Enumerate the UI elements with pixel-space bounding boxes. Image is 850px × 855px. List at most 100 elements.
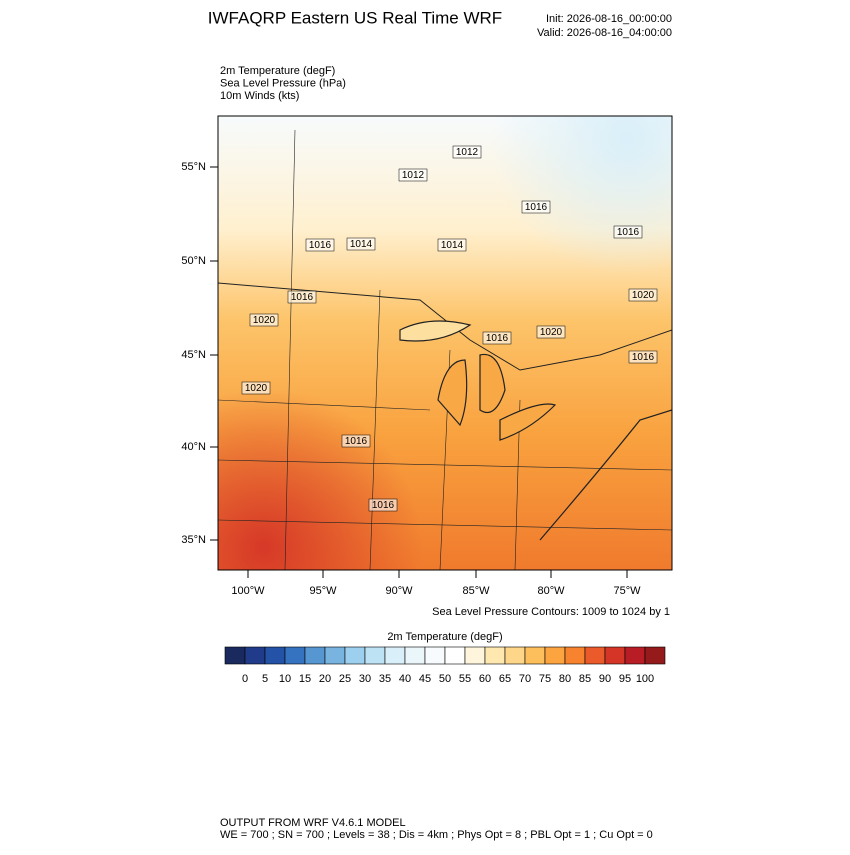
contour-label: 1016 (632, 352, 655, 363)
lon-label: 95°W (309, 585, 337, 597)
colorbar-label: 5 (262, 673, 268, 685)
contour-label-box (628, 350, 658, 364)
contour-label-box (249, 313, 279, 327)
contour-label: 1020 (245, 383, 268, 394)
colorbar-box (504, 646, 526, 665)
colorbar-title: 2m Temperature (degF) (387, 631, 502, 643)
contour-label-box (287, 290, 317, 304)
contour-label-box (341, 434, 371, 448)
title: IWFAQRP Eastern US Real Time WRF (208, 8, 502, 27)
contour-label: 1016 (372, 500, 395, 511)
contour-label: 1014 (350, 239, 373, 250)
colorbar-box (284, 646, 306, 665)
contour-label: 1020 (632, 290, 655, 301)
colorbar-label: 90 (599, 673, 611, 685)
colorbar-box (344, 646, 366, 665)
colorbar-label: 60 (479, 673, 491, 685)
field-name: 2m Temperature (degF) (220, 65, 335, 77)
colorbar-label: 35 (379, 673, 391, 685)
colorbar-box (224, 646, 246, 665)
lon-label: 100°W (231, 585, 265, 597)
colorbar-box (584, 646, 606, 665)
field-name: Sea Level Pressure (hPa) (220, 77, 346, 89)
colorbar-box (264, 646, 286, 665)
colorbar-label: 10 (279, 673, 291, 685)
colorbar-box (424, 646, 446, 665)
lon-label: 90°W (385, 585, 413, 597)
colorbar-box (564, 646, 586, 665)
contour-label: 1020 (253, 315, 276, 326)
lat-label: 55°N (181, 161, 206, 173)
contour-note: Sea Level Pressure Contours: 1009 to 102… (432, 606, 670, 618)
colorbar-label: 95 (619, 673, 631, 685)
colorbar-box (444, 646, 466, 665)
contour-label: 1016 (486, 333, 509, 344)
contour-label-box (368, 498, 398, 512)
colorbar-box (524, 646, 546, 665)
contour-label-box (452, 145, 482, 159)
lat-label: 40°N (181, 441, 206, 453)
colorbar-label: 85 (579, 673, 591, 685)
contour-label: 1014 (441, 240, 464, 251)
contour-label-box (241, 381, 271, 395)
contour-label: 1016 (617, 227, 640, 238)
contour-label: 1016 (345, 436, 368, 447)
cool-area (218, 116, 672, 570)
colorbar-label: 80 (559, 673, 571, 685)
colorbar-label: 65 (499, 673, 511, 685)
boundaries (218, 129, 672, 570)
contour-label-box (346, 237, 376, 251)
colorbar-label: 25 (339, 673, 351, 685)
map-ticks: 55°N 50°N 45°N 40°N 35°N 100°W 95°W 90°W 85°W 80°… (181, 161, 641, 597)
colorbar-box (604, 646, 626, 665)
colorbar-box (464, 646, 486, 665)
map-frame (217, 115, 673, 571)
colorbar: 0 5 10 15 20 25 30 35 40 45 50 55 60 65 70 75 80 85 90 95 10… (224, 646, 666, 685)
colorbar-label: 30 (359, 673, 371, 685)
colorbar-label: 70 (519, 673, 531, 685)
contour-label-box (305, 238, 335, 252)
field-name: 10m Winds (kts) (220, 90, 299, 102)
valid-time: Valid: 2026-08-16_04:00:00 (537, 27, 672, 39)
colorbar-label: 100 (636, 673, 654, 685)
lat-label: 45°N (181, 349, 206, 361)
colorbar-label: 50 (439, 673, 451, 685)
map-field (218, 116, 672, 570)
field-list: 2m Temperature (degF)Sea Level Pressure … (220, 65, 346, 102)
contour-label: 1016 (525, 202, 548, 213)
contour-labels: 1012 1012 1016 1016 1014 1014 1016 1016 1020 1016… (241, 145, 658, 512)
colorbar-label: 75 (539, 673, 551, 685)
lon-label: 80°W (537, 585, 565, 597)
colorbar-box (244, 646, 266, 665)
colorbar-label: 40 (399, 673, 411, 685)
lon-label: 85°W (462, 585, 490, 597)
lon-label: 75°W (613, 585, 641, 597)
colorbar-label: 45 (419, 673, 431, 685)
colorbar-box (484, 646, 506, 665)
contour-label: 1016 (291, 292, 314, 303)
colorbar-box (624, 646, 646, 665)
contour-label-box (437, 238, 467, 252)
colorbar-box (384, 646, 406, 665)
footer-line2: WE = 700 ; SN = 700 ; Levels = 38 ; Dis … (220, 829, 653, 841)
contour-label: 1012 (456, 147, 479, 158)
contour-label: 1020 (540, 327, 563, 338)
colorbar-box (544, 646, 566, 665)
colorbar-label: 55 (459, 673, 471, 685)
contour-label-box (628, 288, 658, 302)
colorbar-box (324, 646, 346, 665)
colorbar-box (304, 646, 326, 665)
colorbar-box (404, 646, 426, 665)
contour-label-box (521, 200, 551, 214)
contour-label-box (398, 168, 428, 182)
lat-label: 35°N (181, 534, 206, 546)
colorbar-label: 15 (299, 673, 311, 685)
contour-label: 1012 (402, 170, 425, 181)
footer-line1: OUTPUT FROM WRF V4.6.1 MODEL (220, 817, 406, 829)
init-time: Init: 2026-08-16_00:00:00 (546, 13, 672, 25)
colorbar-label: 20 (319, 673, 331, 685)
contour-label-box (536, 325, 566, 339)
contour-label-box (613, 225, 643, 239)
contour-label-box (482, 331, 512, 345)
